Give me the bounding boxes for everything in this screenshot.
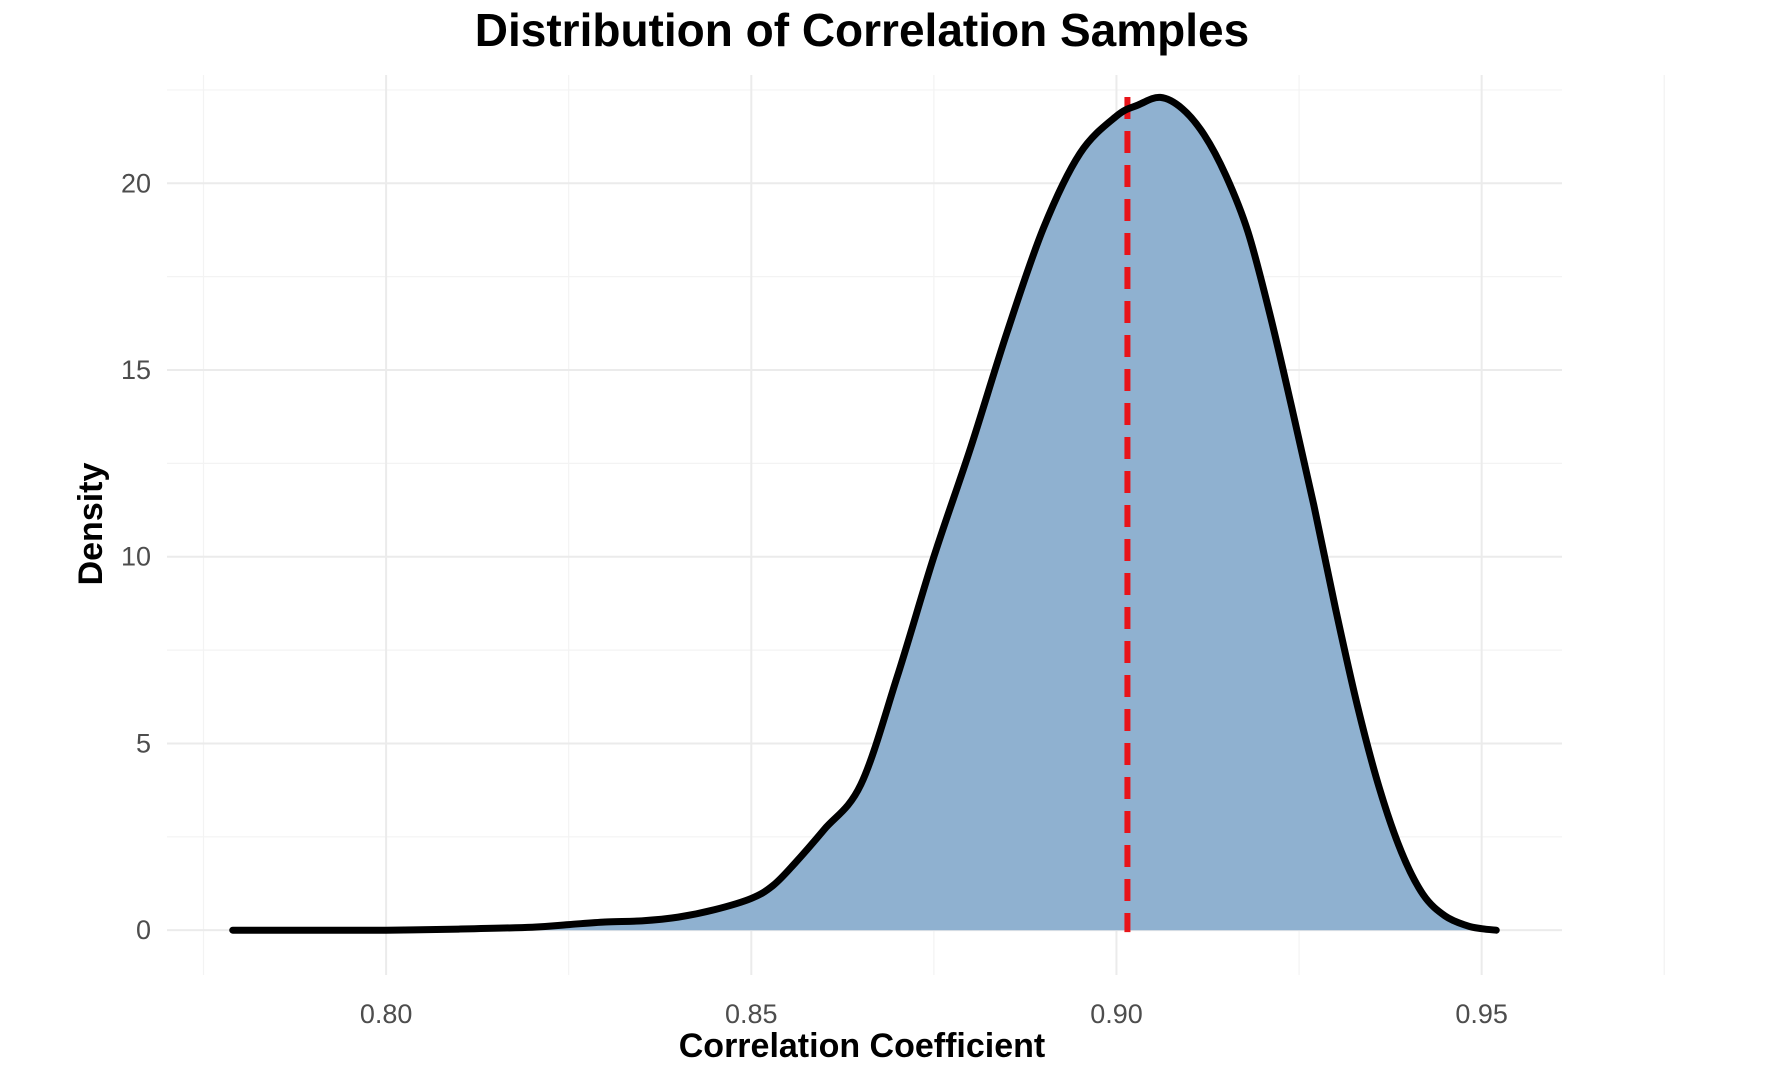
density-area: [232, 97, 1497, 931]
x-tick-labels: 0.80 0.85 0.90 0.95: [360, 999, 1508, 1029]
y-tick-label: 5: [136, 728, 151, 758]
y-tick-labels: 0 5 10 15 20: [121, 168, 151, 945]
y-tick-label: 15: [121, 355, 151, 385]
y-tick-label: 10: [121, 542, 151, 572]
x-tick-label: 0.85: [725, 999, 778, 1029]
x-tick-label: 0.80: [360, 999, 413, 1029]
y-tick-label: 0: [136, 915, 151, 945]
x-tick-label: 0.95: [1455, 999, 1508, 1029]
chart-title: Distribution of Correlation Samples: [475, 4, 1249, 56]
x-tick-label: 0.90: [1090, 999, 1143, 1029]
y-tick-label: 20: [121, 168, 151, 198]
density-curve: [229, 93, 1500, 934]
x-axis-title: Correlation Coefficient: [679, 1027, 1045, 1065]
y-axis-title: Density: [72, 463, 110, 586]
density-curve-layer: [229, 93, 1500, 934]
density-area-layer: [232, 97, 1497, 931]
